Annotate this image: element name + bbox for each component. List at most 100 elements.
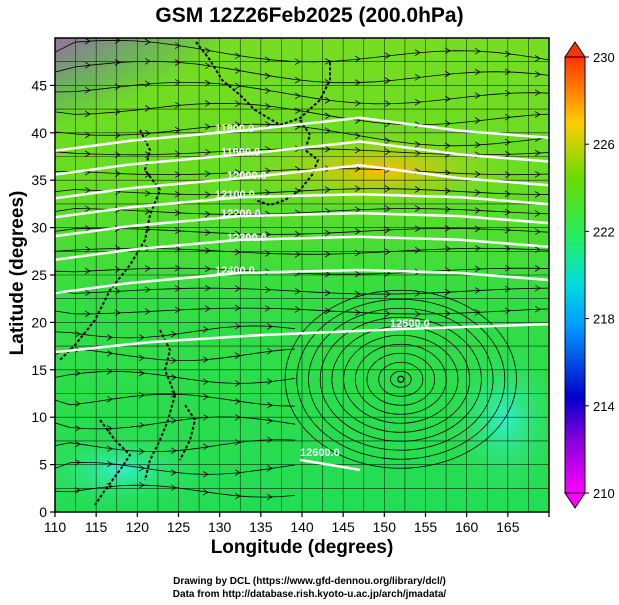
y-tick-label: 20 [31,314,47,330]
wind-arrow [266,323,273,330]
wind-arrow [174,126,181,134]
wind-arrow [170,374,177,381]
wind-arrow [264,167,271,175]
wind-arrow [234,190,241,198]
wind-arrow [504,89,511,97]
y-tick-label: 0 [39,504,47,520]
wind-arrow [474,265,481,273]
wind-arrow [234,352,241,359]
wind-arrow [504,50,511,58]
wind-arrow [266,436,273,444]
wind-arrow [106,368,113,375]
wind-arrow [138,334,145,341]
y-tick-label: 45 [31,77,47,93]
wind-arrow [144,129,151,137]
y-tick-label: 15 [31,362,47,378]
wind-arrow [138,421,145,429]
wind-arrow [354,309,361,316]
wind-arrow [170,330,177,338]
wind-arrow [84,131,91,139]
wind-arrow [384,52,391,60]
wind-arrow [324,112,331,120]
wind-arrow [144,80,151,88]
wind-arrow [84,110,91,118]
wind-arrow [324,97,331,104]
wind-arrow [324,79,331,86]
wind-arrow [444,187,451,195]
wind-arrow [384,77,391,84]
vortex-streamline [331,325,471,433]
wind-arrow [202,471,209,478]
wind-arrow [266,347,273,355]
wind-arrow [384,205,391,213]
y-tick-label: 25 [31,267,47,283]
streamline [55,307,549,315]
wind-arrow [266,417,273,425]
wind-arrow [294,76,301,84]
wind-arrow [174,285,181,292]
wind-arrow [84,245,91,253]
contour-line [55,192,549,219]
wind-arrow [234,82,241,90]
wind-arrow [234,121,241,128]
wind-arrow [74,440,81,448]
wind-arrow [534,210,541,217]
wind-arrow [84,150,91,158]
contour-label: 12400.0 [215,265,255,277]
contour-line [55,211,549,238]
wind-arrow [202,488,209,496]
wind-arrow [170,417,177,425]
wind-arrow [204,123,211,131]
wind-arrow [202,326,209,333]
wind-arrow [264,102,271,110]
wind-arrow [174,101,181,109]
wind-arrow [114,287,121,295]
streamline [55,39,549,63]
wind-arrow [170,390,177,398]
wind-arrow [234,100,241,108]
wind-arrow [174,306,181,314]
colorbar-bottom-arrow [564,492,586,509]
wind-arrow [234,414,241,421]
wind-arrow [504,113,511,121]
y-axis-ticks: 0 5 10 15 20 25 30 35 40 45 [31,77,55,520]
wind-arrow [474,189,481,196]
wind-arrow [324,145,331,153]
wind-arrow [84,38,91,45]
wind-arrow [264,304,271,312]
wind-arrow [324,58,331,65]
wind-arrow [264,56,271,64]
wind-arrow [414,98,421,106]
wind-arrow [106,349,113,357]
wind-arrow [114,170,121,177]
x-tick-label: 135 [249,519,273,535]
wind-arrow [264,250,271,257]
warm-region [240,130,520,210]
wind-arrow [354,290,361,298]
colorbar-tick-label: 218 [593,312,615,327]
wind-arrow [144,151,151,158]
wind-arrow [234,52,241,60]
wind-arrow [474,92,481,99]
wind-arrow [144,105,151,112]
wind-arrow [174,42,181,50]
vortex-streamline [343,334,459,424]
colorbar-tick-label: 230 [593,50,615,65]
wind-arrow [204,284,211,292]
colorbar-tick-label: 222 [593,224,615,239]
wind-arrow [234,230,241,238]
wind-arrow [444,47,451,55]
credit-drawing: Drawing by DCL (https://www.gfd-dennou.o… [173,576,446,587]
wind-arrow [170,469,177,476]
wind-arrow [84,86,91,94]
wind-arrow [324,229,331,237]
streamline [55,393,296,407]
streamline [55,439,296,453]
wind-arrow [444,205,451,213]
wind-arrow [106,334,113,341]
streamline [55,60,549,84]
wind-arrow [84,310,91,318]
wind-arrow [144,286,151,294]
contour-label: 12100.0 [215,189,255,201]
wind-arrow [534,228,541,236]
